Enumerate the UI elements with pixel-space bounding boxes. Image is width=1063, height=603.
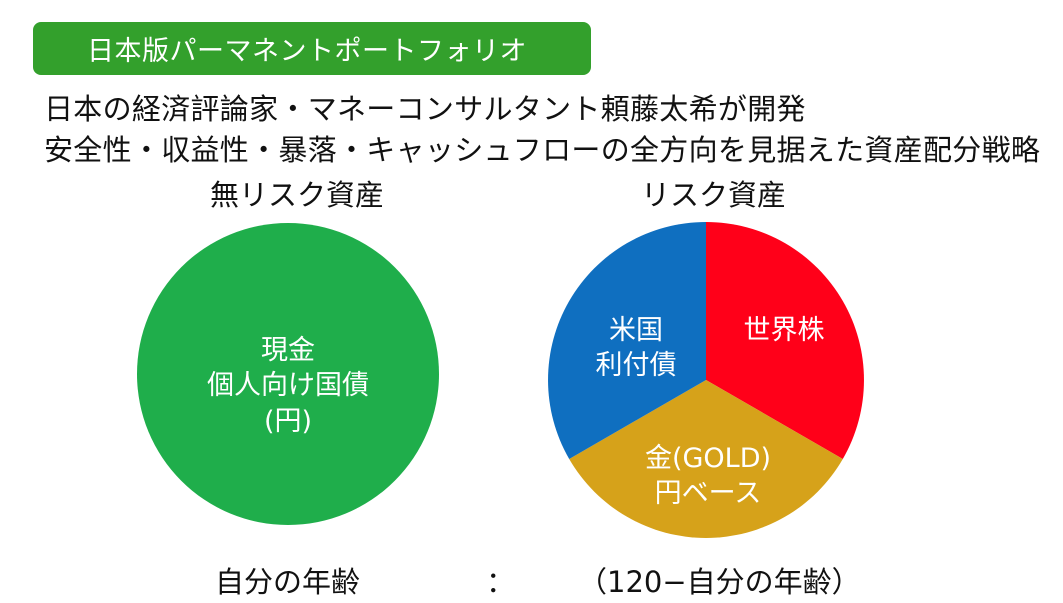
us-bonds-label-line-2: 利付債	[596, 350, 677, 381]
riskfree-label-line-3: (円)	[264, 406, 312, 437]
risk-pie: 世界株 金(GOLD) 円ベース 米国 利付債	[548, 222, 864, 538]
age-label: 自分の年齢	[215, 565, 361, 599]
gold-label-line-2: 円ベース	[655, 478, 762, 509]
world-stocks-label: 世界株	[744, 315, 825, 346]
gold-label-line-1: 金(GOLD)	[645, 443, 771, 474]
slice-gold	[569, 380, 843, 538]
title-banner: 日本版パーマネントポートフォリオ	[33, 22, 591, 75]
page-title: 日本版パーマネントポートフォリオ	[87, 36, 527, 67]
slice-us-bonds	[548, 222, 706, 459]
subtitle-line-2: 安全性・収益性・暴落・キャッシュフローの全方向を見据えた資産配分戦略	[44, 133, 1041, 167]
subtitle-line-1: 日本の経済評論家・マネーコンサルタント頼藤太希が開発	[44, 92, 806, 126]
riskfree-heading: 無リスク資産	[210, 178, 385, 212]
ratio-colon: ：	[486, 565, 516, 599]
remaining-age-label: （120−自分の年齢）	[578, 565, 861, 599]
us-bonds-label-line-1: 米国	[609, 315, 663, 346]
riskfree-pie: 現金 個人向け国債 (円)	[137, 223, 439, 525]
risk-heading: リスク資産	[641, 178, 787, 212]
slice-world-stocks	[706, 222, 864, 459]
riskfree-circle	[137, 223, 439, 525]
riskfree-label-line-1: 現金	[261, 335, 315, 366]
riskfree-label-line-2: 個人向け国債	[207, 370, 369, 401]
